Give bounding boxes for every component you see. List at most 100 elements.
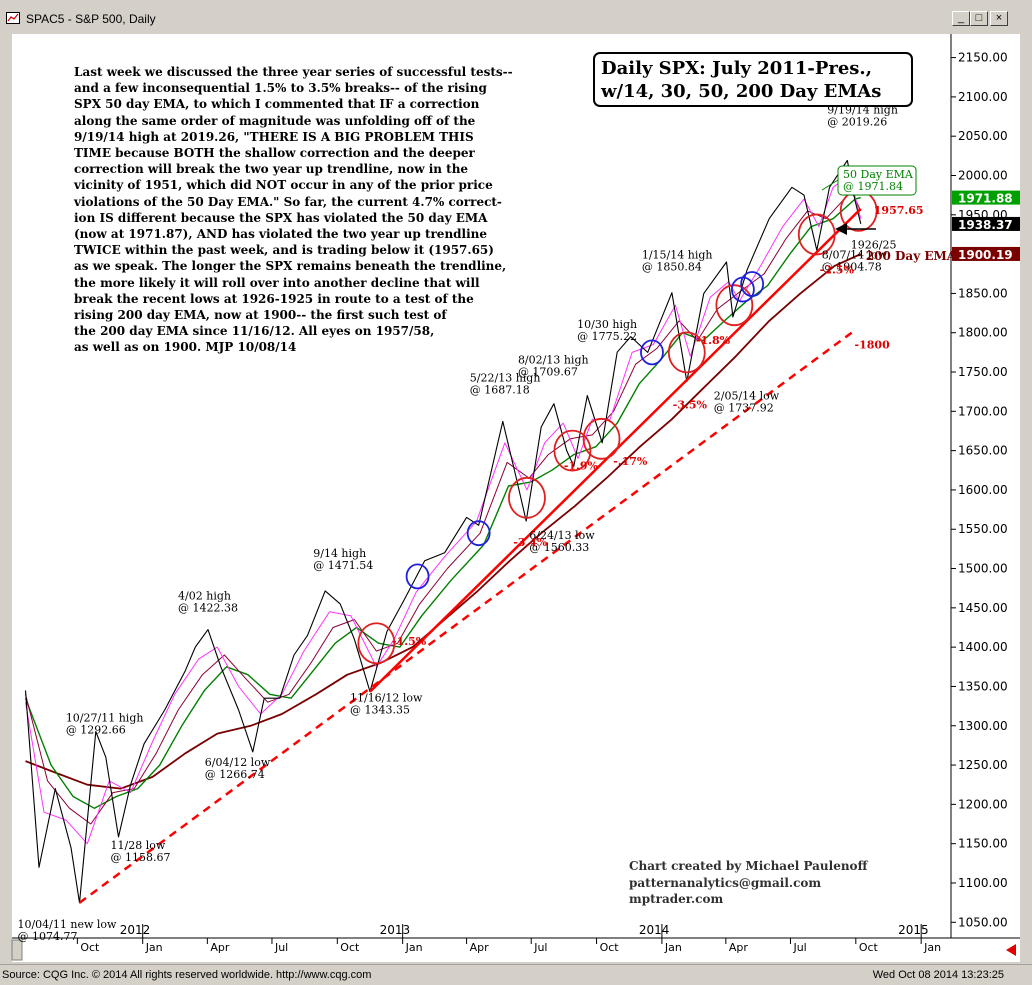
annotation-label: @ 2019.26	[827, 115, 887, 128]
commentary-line: the more likely it will roll over into a…	[74, 275, 480, 290]
annotation-label: 9/14 high	[313, 547, 366, 560]
x-month-label: Jan	[405, 941, 423, 954]
chart-title: Daily SPX: July 2011-Pres., w/14, 30, 50,…	[593, 52, 913, 107]
commentary-line: 9/19/14 high at 2019.26, "THERE IS A BIG…	[74, 129, 474, 144]
x-month-label: Jan	[923, 941, 941, 954]
annotation-label: 11/16/12 low	[350, 692, 423, 705]
commentary-line: the 200 day EMA since 11/16/12. All eyes…	[74, 324, 435, 339]
credit-line: patternanalytics@gmail.com	[629, 875, 822, 890]
annotation-label: @ 1850.84	[642, 261, 702, 274]
x-month-label: Jan	[664, 941, 682, 954]
y-tick-label: 1750.00	[958, 365, 1008, 379]
price-badge-bg	[952, 246, 1020, 261]
arrow-head-icon	[835, 223, 847, 235]
scroll-left-button[interactable]	[11, 939, 23, 961]
annotation-label: @ 1687.18	[470, 383, 530, 396]
test-circle-blue	[466, 520, 491, 547]
y-tick-label: 1050.00	[958, 915, 1008, 929]
annotation-label: -2.5%	[820, 263, 855, 276]
commentary-line: along the same order of magnitude was un…	[74, 113, 476, 128]
y-tick-label: 1250.00	[958, 758, 1008, 772]
annotation-label: 4/02 high	[178, 590, 231, 603]
y-tick-label: 2050.00	[958, 129, 1008, 143]
y-tick-label: 1700.00	[958, 404, 1008, 418]
y-tick-label: 1150.00	[958, 837, 1008, 851]
vertical-scrollbar[interactable]	[1020, 34, 1032, 938]
x-year-label: 2012	[120, 923, 151, 937]
x-month-label: Jul	[274, 941, 288, 954]
plot-area[interactable]	[12, 34, 951, 938]
chart-credits: Chart created by Michael Paulenoff patter…	[629, 858, 867, 908]
window-titlebar: SPAC5 - S&P 500, Daily _ □ ×	[0, 0, 1032, 34]
annotation-label: -1.5%	[392, 635, 427, 648]
commentary-line: TWICE within the past week, and is tradi…	[74, 243, 494, 258]
commentary-line: (now at 1971.87), AND has violated the t…	[74, 227, 488, 242]
y-tick-label: 1300.00	[958, 719, 1008, 733]
annotation-label: @ 1343.35	[350, 704, 410, 717]
x-year-label: 2015	[898, 923, 929, 937]
annotation-label: 1926/25	[851, 239, 897, 252]
minimize-button[interactable]: _	[952, 11, 970, 26]
commentary-line: correction will break the two year up tr…	[74, 162, 469, 177]
series-14-day-ema	[25, 175, 862, 845]
test-circle-red	[553, 429, 592, 472]
maximize-button[interactable]: □	[970, 11, 988, 26]
x-year-label: 2013	[380, 923, 411, 937]
test-circle-blue	[405, 563, 430, 590]
annotation-label: @ 1266.74	[205, 768, 265, 781]
annotation-label: 10/27/11 high	[66, 712, 144, 725]
test-circle-red	[667, 331, 706, 374]
annotation-label: @ 1158.67	[111, 851, 171, 864]
commentary-line: as well as on 1900. MJP 10/08/14	[74, 340, 297, 355]
analysis-commentary: Last week we discussed the three year se…	[74, 64, 554, 356]
y-tick-label: 1800.00	[958, 326, 1008, 340]
chart-title-line: w/14, 30, 50, 200 Day EMAs	[601, 81, 882, 102]
test-circle-red	[582, 417, 621, 460]
x-year-label: 2014	[639, 923, 670, 937]
x-month-label: Oct	[600, 941, 620, 954]
annotation-label: -1800	[855, 339, 891, 352]
commentary-line: vicinity of 1951, which did NOT occur in…	[74, 178, 493, 193]
status-datetime: Wed Oct 08 2014 13:23:25	[872, 969, 1004, 981]
commentary-line: SPX 50 day EMA, to which I commented tha…	[74, 97, 480, 112]
annotation-label: 5/22/13 high	[470, 371, 541, 384]
annotation-label: @ 1775.22	[577, 330, 637, 343]
status-source: Source: CQG Inc. © 2014 All rights reser…	[2, 969, 372, 981]
series-lower-trendline	[78, 331, 853, 904]
test-circle-red	[508, 476, 546, 519]
ema50-callout-label: @ 1971.84	[843, 180, 903, 193]
y-tick-label: 1100.00	[958, 876, 1008, 890]
annotation-label: 8/07/14 low	[822, 248, 888, 261]
annotation-label: 6/24/13 low	[529, 529, 595, 542]
annotation-label: 11/28 low	[111, 839, 166, 852]
y-tick-label: 1550.00	[958, 522, 1008, 536]
commentary-line: and a few inconsequential 1.5% to 3.5% b…	[74, 81, 487, 96]
chart-title-line: Daily SPX: July 2011-Pres.,	[601, 58, 872, 79]
x-axis-panel	[12, 938, 1020, 962]
scroll-right-arrow-icon[interactable]	[1006, 944, 1016, 956]
annotation-label: @ 1074.77	[17, 930, 77, 943]
x-month-label: Apr	[210, 941, 230, 954]
annotation-label: 2/05/14 low	[714, 390, 780, 403]
test-circle-red	[715, 284, 754, 327]
x-month-label: Oct	[859, 941, 879, 954]
annotation-label: -.17%	[613, 455, 648, 468]
x-month-label: Oct	[80, 941, 100, 954]
annotation-label: -3.5%	[673, 399, 708, 412]
commentary-line: TIME because BOTH the shallow correction…	[74, 146, 475, 161]
window-title: SPAC5 - S&P 500, Daily	[26, 12, 156, 26]
commentary-line: ion IS different because the SPX has vio…	[74, 210, 488, 225]
test-circle-red	[357, 622, 396, 665]
y-tick-label: 1650.00	[958, 444, 1008, 458]
annotation-label: @ 1471.54	[313, 559, 373, 572]
annotation-label: 1957.65	[874, 204, 924, 217]
ema50-callout-label: 50 Day EMA	[843, 168, 914, 181]
close-button[interactable]: ×	[990, 11, 1008, 26]
test-circle-blue	[740, 271, 765, 297]
y-tick-label: 1850.00	[958, 286, 1008, 300]
status-bar: Source: CQG Inc. © 2014 All rights reser…	[0, 964, 1032, 985]
x-month-label: Apr	[729, 941, 749, 954]
annotation-label: 10/04/11 new low	[17, 918, 117, 931]
annotation-label: @ 1737.92	[714, 402, 774, 415]
